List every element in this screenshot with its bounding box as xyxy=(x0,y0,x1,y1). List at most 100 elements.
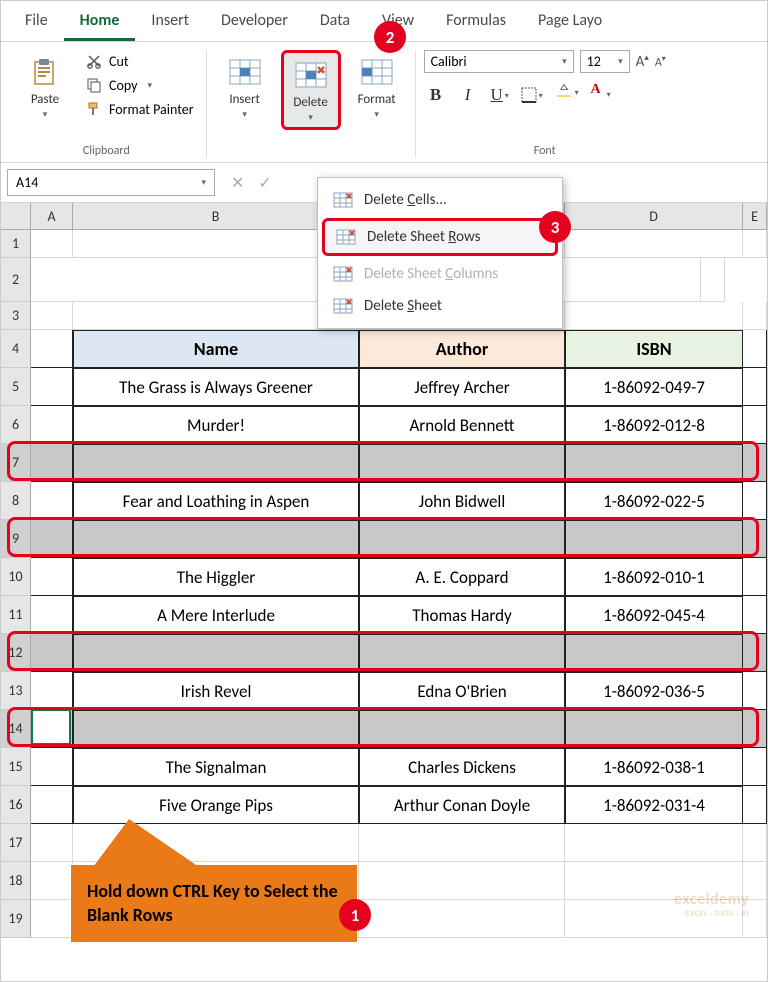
cell[interactable] xyxy=(359,444,565,482)
cell[interactable] xyxy=(359,634,565,672)
borders-button[interactable]: ▾ xyxy=(520,83,544,107)
font-color-button[interactable]: A ▾ xyxy=(584,83,608,107)
cell[interactable]: The Signalman xyxy=(73,748,359,786)
cell[interactable] xyxy=(743,230,767,258)
cell[interactable]: A. E. Coppard xyxy=(359,558,565,596)
enter-formula-icon[interactable]: ✓ xyxy=(258,173,271,193)
tab-file[interactable]: File xyxy=(9,5,64,41)
fill-color-button[interactable]: ▾ xyxy=(552,83,576,107)
row-header-3[interactable]: 3 xyxy=(1,302,31,330)
cell[interactable] xyxy=(743,672,767,710)
cell[interactable]: Fear and Loathing in Aspen xyxy=(73,482,359,520)
cell[interactable]: 1-86092-036-5 xyxy=(565,672,743,710)
cell[interactable] xyxy=(31,710,73,748)
cell[interactable] xyxy=(743,596,767,634)
row-header-19[interactable]: 19 xyxy=(1,900,31,938)
cell[interactable] xyxy=(565,824,743,862)
row-header-18[interactable]: 18 xyxy=(1,862,31,900)
cell[interactable]: Author xyxy=(359,330,565,368)
cell[interactable] xyxy=(31,596,73,634)
row-header-10[interactable]: 10 xyxy=(1,558,31,596)
decrease-font-icon[interactable]: A▾ xyxy=(655,54,666,70)
cell[interactable]: Arthur Conan Doyle xyxy=(359,786,565,824)
row-header-16[interactable]: 16 xyxy=(1,786,31,824)
cell[interactable] xyxy=(743,482,767,520)
cell[interactable] xyxy=(743,368,767,406)
cell[interactable] xyxy=(743,824,767,862)
cell[interactable]: Edna O'Brien xyxy=(359,672,565,710)
cell[interactable] xyxy=(743,710,767,748)
cell[interactable]: 1-86092-012-8 xyxy=(565,406,743,444)
cell[interactable] xyxy=(73,634,359,672)
cell[interactable] xyxy=(73,520,359,558)
cell[interactable]: Name xyxy=(73,330,359,368)
cell[interactable] xyxy=(743,302,767,330)
paste-button[interactable]: Paste ▾ xyxy=(15,50,75,124)
cell[interactable] xyxy=(743,558,767,596)
row-header-7[interactable]: 7 xyxy=(1,444,31,482)
row-header-9[interactable]: 9 xyxy=(1,520,31,558)
col-header-E[interactable]: E xyxy=(743,203,767,229)
cell[interactable] xyxy=(31,748,73,786)
cell[interactable] xyxy=(743,330,767,368)
cell[interactable] xyxy=(31,634,73,672)
cancel-formula-icon[interactable]: ✕ xyxy=(231,173,244,193)
cell[interactable]: John Bidwell xyxy=(359,482,565,520)
cell[interactable] xyxy=(31,786,73,824)
cell[interactable]: The Higgler xyxy=(73,558,359,596)
increase-font-icon[interactable]: A▴ xyxy=(636,52,649,71)
cell[interactable] xyxy=(743,406,767,444)
cell[interactable] xyxy=(73,710,359,748)
cell[interactable] xyxy=(359,824,565,862)
delete-button[interactable]: Delete ▾ xyxy=(281,50,341,130)
row-header-15[interactable]: 15 xyxy=(1,748,31,786)
row-header-11[interactable]: 11 xyxy=(1,596,31,634)
tab-insert[interactable]: Insert xyxy=(135,5,205,41)
cell[interactable]: 1-86092-045-4 xyxy=(565,596,743,634)
cell[interactable] xyxy=(31,900,73,938)
cell[interactable]: 1-86092-010-1 xyxy=(565,558,743,596)
tab-formulas[interactable]: Formulas xyxy=(430,5,522,41)
cell[interactable] xyxy=(31,824,73,862)
cell[interactable] xyxy=(31,230,73,258)
cell[interactable] xyxy=(701,258,725,302)
font-size-select[interactable]: 12▾ xyxy=(580,50,630,73)
cell[interactable] xyxy=(743,748,767,786)
cell[interactable] xyxy=(31,558,73,596)
cell[interactable] xyxy=(743,520,767,558)
cell[interactable]: Murder! xyxy=(73,406,359,444)
cell[interactable] xyxy=(359,710,565,748)
format-button[interactable]: Format ▾ xyxy=(347,50,407,124)
tab-home[interactable]: Home xyxy=(64,5,136,41)
cell[interactable] xyxy=(565,302,743,330)
cell[interactable]: Irish Revel xyxy=(73,672,359,710)
cell[interactable]: A Mere Interlude xyxy=(73,596,359,634)
cell[interactable] xyxy=(743,634,767,672)
cell[interactable] xyxy=(565,710,743,748)
cell[interactable]: Arnold Bennett xyxy=(359,406,565,444)
cell[interactable] xyxy=(31,330,73,368)
cell[interactable] xyxy=(31,862,73,900)
cell[interactable] xyxy=(743,786,767,824)
col-header-A[interactable]: A xyxy=(31,203,73,229)
col-header-D[interactable]: D xyxy=(565,203,743,229)
menu-item[interactable]: Delete Cells... xyxy=(322,184,558,216)
cell[interactable] xyxy=(743,444,767,482)
cell[interactable] xyxy=(359,900,565,938)
menu-item[interactable]: Delete Sheet Rows xyxy=(322,218,558,256)
row-header-13[interactable]: 13 xyxy=(1,672,31,710)
cell[interactable] xyxy=(565,230,743,258)
row-header-5[interactable]: 5 xyxy=(1,368,31,406)
cell[interactable] xyxy=(31,444,73,482)
cell[interactable]: 1-86092-049-7 xyxy=(565,368,743,406)
tab-data[interactable]: Data xyxy=(304,5,366,41)
select-all-corner[interactable] xyxy=(1,203,31,229)
cell[interactable]: Charles Dickens xyxy=(359,748,565,786)
row-header-14[interactable]: 14 xyxy=(1,710,31,748)
cell[interactable]: 1-86092-038-1 xyxy=(565,748,743,786)
cell[interactable] xyxy=(31,482,73,520)
cell[interactable] xyxy=(31,406,73,444)
tab-developer[interactable]: Developer xyxy=(205,5,304,41)
row-header-8[interactable]: 8 xyxy=(1,482,31,520)
italic-button[interactable]: I xyxy=(456,83,480,107)
